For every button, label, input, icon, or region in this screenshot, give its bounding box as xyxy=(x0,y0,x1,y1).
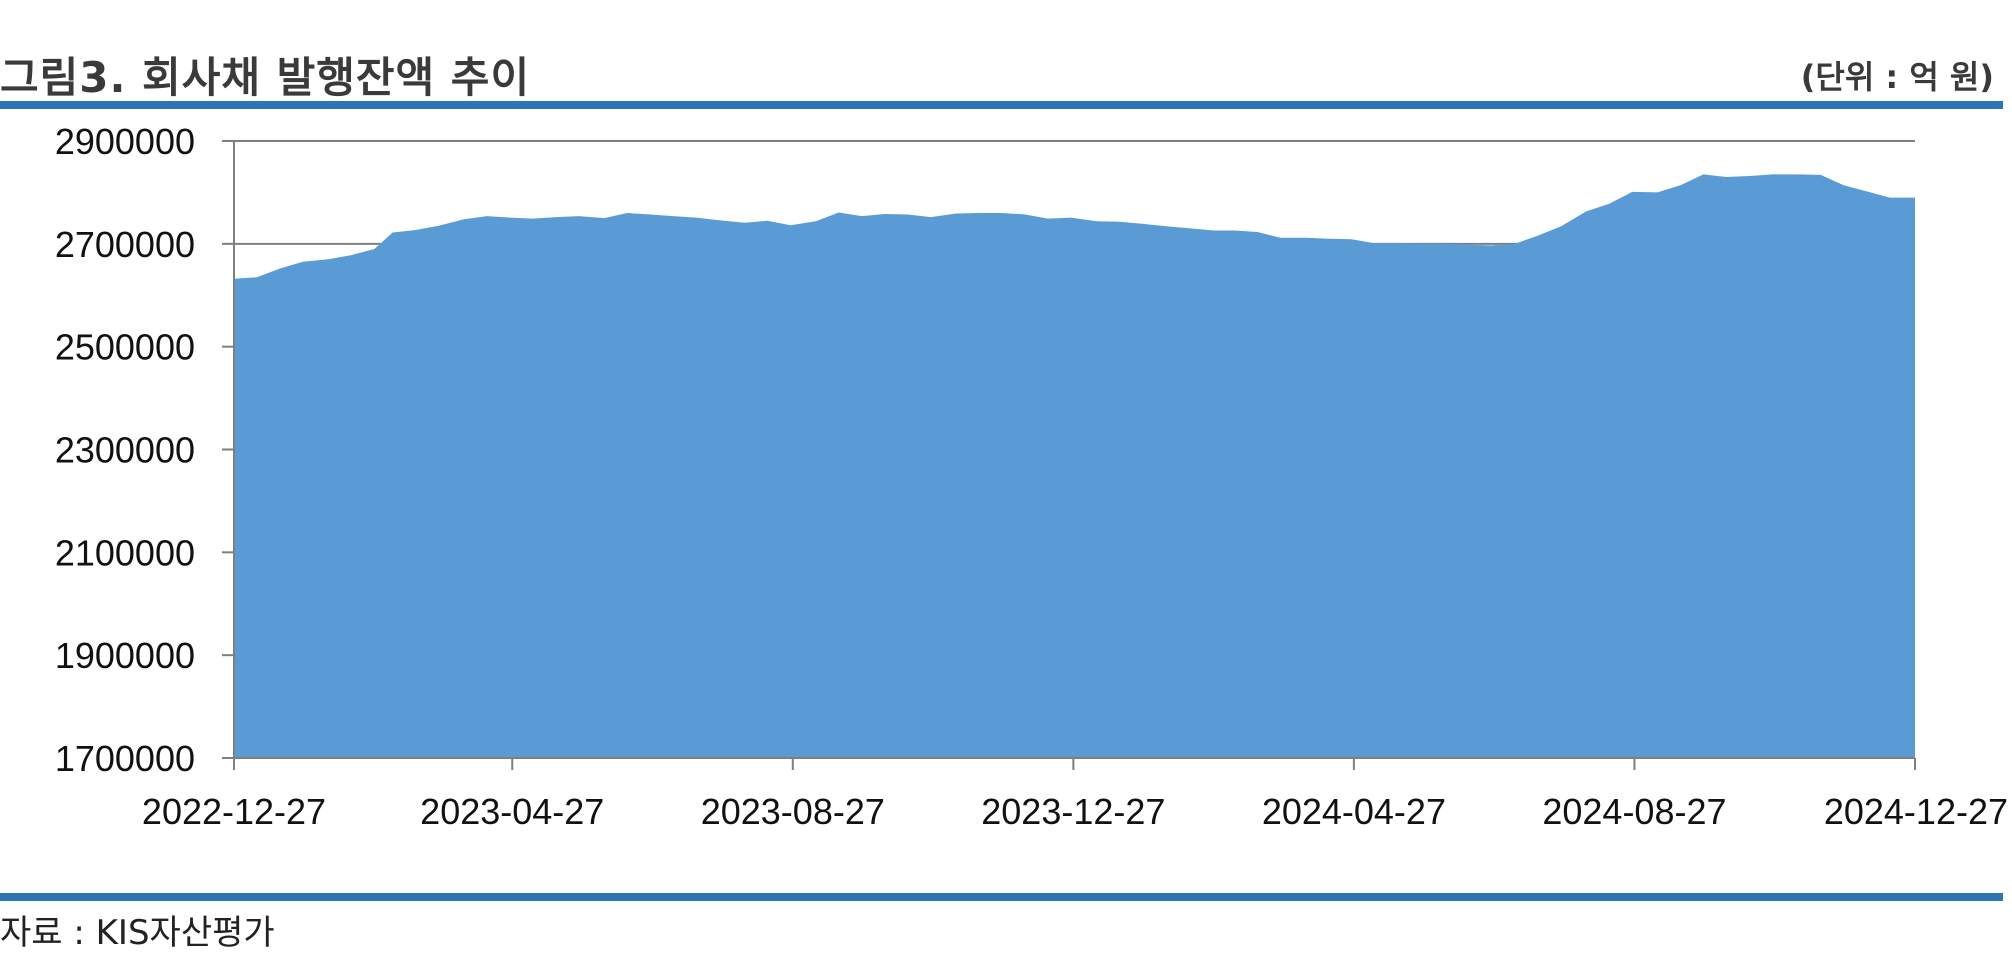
x-tick-label: 2024-04-27 xyxy=(1262,791,1446,832)
series-area xyxy=(234,174,1915,758)
x-tick-label: 2023-08-27 xyxy=(701,791,885,832)
chart-title: 그림3. 회사채 발행잔액 추이 xyxy=(0,53,531,102)
footer-rule xyxy=(0,893,2003,901)
y-tick-label: 2300000 xyxy=(55,430,195,471)
x-tick-label: 2024-08-27 xyxy=(1542,791,1726,832)
y-tick-label: 2900000 xyxy=(55,121,195,162)
x-tick-label: 2022-12-27 xyxy=(142,791,326,832)
y-tick-label: 1700000 xyxy=(55,738,195,779)
x-tick-label: 2023-04-27 xyxy=(420,791,604,832)
series-area-path xyxy=(234,174,1915,758)
y-tick-label: 1900000 xyxy=(55,635,195,676)
y-tick-label: 2100000 xyxy=(55,532,195,573)
area-chart: 1700000 1900000 2100000 2300000 2500000 27000… xyxy=(55,121,2008,832)
source-note: 자료 : KIS자산평가 xyxy=(0,913,275,953)
header-rule xyxy=(0,101,2003,109)
unit-label: (단위 : 억 원) xyxy=(1800,58,1994,96)
y-tick-label: 2700000 xyxy=(55,224,195,265)
y-tick-label: 2500000 xyxy=(55,327,195,368)
x-axis-ticks: 2022-12-27 2023-04-27 2023-08-27 2023-12-27… xyxy=(142,758,2008,832)
x-tick-label: 2024-12-27 xyxy=(1824,791,2008,832)
y-axis-ticks: 1700000 1900000 2100000 2300000 2500000 27000… xyxy=(55,121,234,779)
x-tick-label: 2023-12-27 xyxy=(981,791,1165,832)
